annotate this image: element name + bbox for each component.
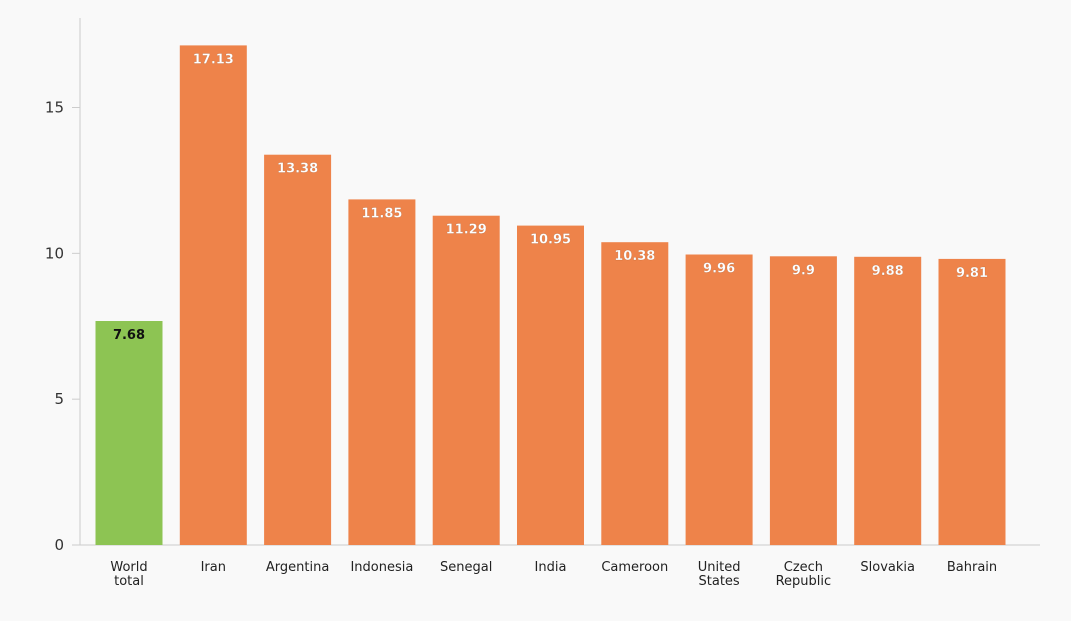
bar-value-label: 13.38 — [277, 162, 318, 177]
bar-value-label: 11.85 — [361, 206, 402, 221]
bar — [601, 242, 669, 545]
bar — [854, 256, 922, 545]
bar-value-label: 10.95 — [530, 233, 571, 248]
bar-value-label: 10.38 — [614, 249, 655, 264]
bars — [95, 45, 1006, 546]
y-tick-label: 0 — [54, 536, 64, 554]
value-labels: 7.68 17.13 13.38 11.85 11.29 10.95 10.38 9.96 9.… — [113, 52, 988, 343]
bar-value-label: 11.29 — [446, 223, 487, 238]
y-tick-label: 15 — [45, 99, 64, 117]
x-tick-label: Indonesia — [350, 560, 413, 575]
bar-value-label: 9.88 — [872, 264, 904, 279]
y-tick-label: 10 — [45, 244, 64, 262]
bar-value-label: 7.68 — [113, 328, 145, 343]
bar — [179, 45, 247, 546]
x-tick-label: World total — [110, 560, 147, 589]
bar — [95, 321, 163, 545]
x-tick-label: Senegal — [440, 560, 492, 575]
category-labels: World total Iran Argentina Indonesia Senegal I… — [110, 560, 997, 589]
bar — [517, 225, 584, 545]
bar — [938, 258, 1006, 545]
x-tick-label: Iran — [201, 560, 226, 575]
bar-value-label: 9.81 — [956, 266, 988, 281]
bar — [348, 199, 416, 545]
bar-value-label: 17.13 — [193, 52, 234, 67]
y-tick-label: 5 — [54, 390, 64, 408]
bar — [264, 154, 332, 545]
x-tick-label: Slovakia — [860, 560, 915, 575]
x-tick-label: India — [535, 560, 567, 575]
bar-value-label: 9.9 — [792, 263, 815, 278]
x-tick-label: Bahrain — [947, 560, 997, 575]
bar — [685, 254, 753, 545]
bar — [769, 256, 837, 546]
x-tick-label: United States — [698, 560, 741, 589]
bar — [432, 215, 500, 545]
bar-value-label: 9.96 — [703, 262, 735, 277]
x-tick-label: Cameroon — [601, 560, 668, 575]
x-tick-label: Argentina — [266, 560, 329, 575]
x-tick-label: Czech Republic — [776, 560, 832, 589]
